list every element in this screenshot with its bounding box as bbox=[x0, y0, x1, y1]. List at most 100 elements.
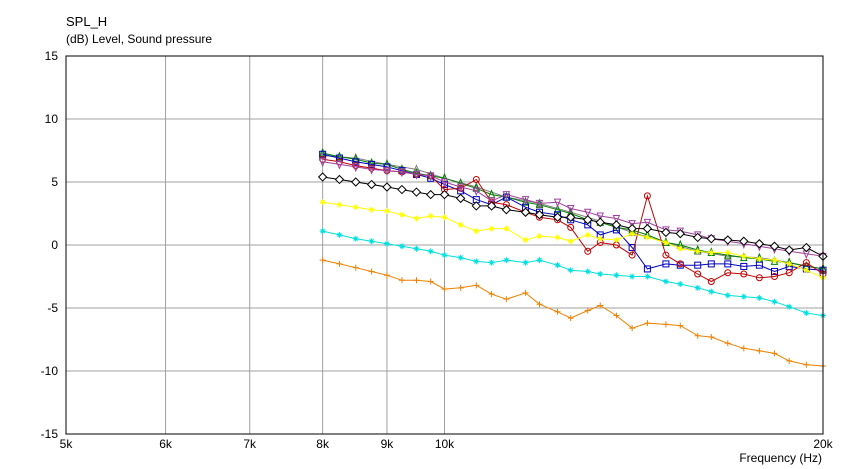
data-point bbox=[628, 244, 636, 252]
data-point bbox=[319, 228, 326, 235]
data-point bbox=[336, 260, 343, 267]
data-point bbox=[383, 167, 391, 176]
data-point bbox=[502, 191, 511, 200]
data-point bbox=[554, 308, 561, 315]
data-point bbox=[694, 261, 702, 269]
data-point bbox=[503, 296, 510, 303]
grid bbox=[66, 56, 823, 434]
data-point bbox=[629, 273, 636, 280]
data-point bbox=[708, 333, 715, 340]
series-line bbox=[319, 257, 826, 369]
data-point bbox=[398, 211, 405, 218]
data-point bbox=[413, 215, 420, 222]
data-point bbox=[596, 212, 604, 222]
data-point bbox=[644, 273, 651, 280]
data-point bbox=[786, 260, 793, 267]
y-tick-label: -15 bbox=[41, 427, 59, 441]
data-point bbox=[756, 294, 763, 301]
data-point bbox=[427, 248, 434, 255]
x-tick-label: 20k bbox=[813, 437, 833, 451]
data-point bbox=[662, 260, 670, 268]
data-point bbox=[412, 170, 421, 180]
data-point bbox=[785, 269, 793, 277]
y-tick-label: 10 bbox=[45, 112, 59, 126]
data-point bbox=[473, 228, 480, 235]
series-polyline bbox=[322, 152, 824, 270]
data-point bbox=[644, 320, 651, 327]
plot-frame bbox=[65, 55, 824, 435]
data-point bbox=[662, 239, 669, 246]
data-point bbox=[441, 214, 448, 221]
data-point bbox=[694, 248, 701, 255]
tick-labels: 5k 6k 7k 8k 9k 10k 20k 15 10 5 0 -5 -10 -15 bbox=[41, 49, 834, 451]
data-point bbox=[755, 274, 763, 282]
data-point bbox=[457, 254, 464, 261]
data-point bbox=[677, 322, 684, 329]
data-point bbox=[352, 162, 360, 170]
data-point bbox=[676, 260, 684, 268]
data-point bbox=[335, 151, 344, 161]
data-point bbox=[412, 167, 421, 177]
x-tick-label: 6k bbox=[159, 437, 173, 451]
data-point bbox=[413, 277, 420, 284]
data-point bbox=[534, 210, 545, 220]
data-point bbox=[708, 288, 715, 295]
data-point bbox=[352, 204, 359, 211]
data-point bbox=[367, 165, 376, 175]
data-point bbox=[613, 312, 620, 319]
data-point bbox=[368, 160, 376, 168]
data-point bbox=[336, 231, 343, 238]
data-point bbox=[383, 272, 390, 279]
data-point bbox=[584, 307, 591, 314]
chart-title: SPL_H bbox=[66, 14, 108, 29]
data-point bbox=[368, 238, 375, 245]
data-point bbox=[629, 230, 636, 237]
data-point bbox=[643, 192, 651, 200]
data-point bbox=[706, 233, 717, 244]
data-point bbox=[694, 332, 701, 339]
data-point bbox=[335, 160, 344, 170]
data-point bbox=[597, 235, 604, 242]
data-point bbox=[708, 249, 715, 256]
data-point bbox=[724, 269, 732, 277]
x-tick-label: 7k bbox=[243, 437, 257, 451]
data-point bbox=[319, 257, 326, 264]
data-point bbox=[675, 228, 685, 239]
data-point bbox=[597, 270, 604, 277]
data-point bbox=[352, 235, 359, 242]
data-point bbox=[334, 174, 345, 185]
data-point bbox=[488, 259, 495, 266]
data-point bbox=[318, 158, 327, 168]
series-polyline bbox=[322, 230, 824, 317]
data-point bbox=[317, 172, 328, 182]
data-point bbox=[611, 220, 622, 230]
y-tick-label: -10 bbox=[41, 364, 59, 378]
data-point bbox=[739, 236, 749, 246]
data-point bbox=[784, 245, 794, 255]
data-point bbox=[501, 205, 512, 215]
data-point bbox=[411, 187, 422, 197]
data-point bbox=[425, 189, 436, 200]
data-point bbox=[584, 268, 591, 275]
x-tick-label: 5k bbox=[60, 437, 74, 451]
data-point bbox=[486, 201, 497, 211]
data-point bbox=[740, 262, 748, 270]
data-point bbox=[457, 221, 464, 228]
data-point bbox=[566, 204, 575, 214]
data-point bbox=[383, 240, 390, 247]
data-point bbox=[643, 218, 652, 228]
data-point bbox=[803, 361, 810, 368]
data-point bbox=[786, 303, 793, 310]
data-point bbox=[612, 215, 621, 224]
data-point bbox=[724, 292, 731, 299]
data-point bbox=[771, 298, 778, 305]
data-point bbox=[352, 158, 360, 166]
data-point bbox=[628, 251, 636, 259]
data-point bbox=[398, 168, 406, 178]
data-point bbox=[521, 196, 530, 205]
data-point bbox=[487, 197, 496, 207]
data-point bbox=[397, 184, 407, 195]
data-point bbox=[613, 272, 620, 279]
data-point bbox=[398, 277, 405, 284]
